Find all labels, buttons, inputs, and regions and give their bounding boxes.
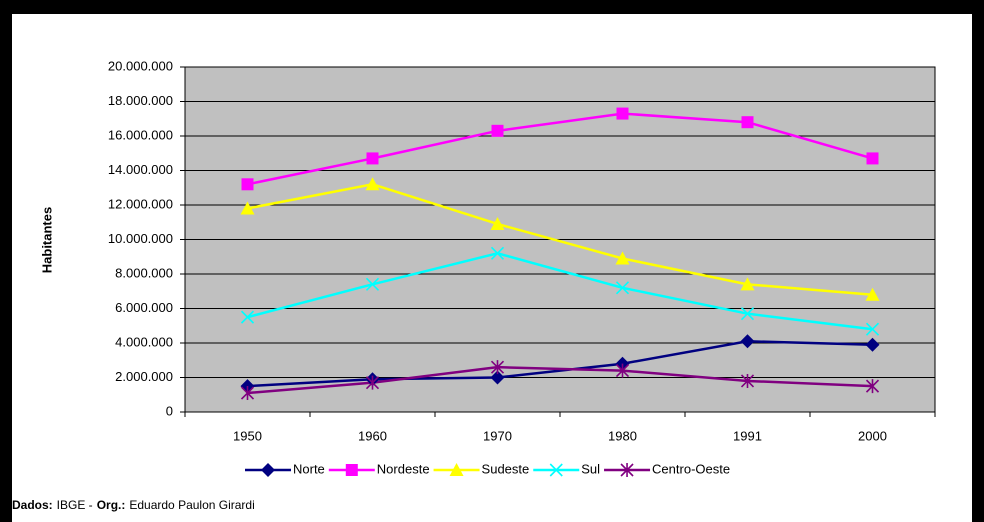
series-marker — [740, 307, 755, 321]
series-marker — [615, 281, 630, 295]
legend-label: Norte — [293, 461, 325, 476]
series-marker — [490, 216, 505, 230]
legend-marker — [549, 463, 563, 477]
series-marker — [615, 251, 630, 265]
y-tick-label: 14.000.000 — [108, 162, 173, 177]
series-marker — [865, 287, 880, 301]
legend-label: Sul — [581, 461, 600, 476]
y-tick-label: 8.000.000 — [115, 265, 173, 280]
y-tick-label: 6.000.000 — [115, 300, 173, 315]
series-marker — [865, 379, 880, 394]
y-tick-label: 18.000.000 — [108, 93, 173, 108]
legend-marker — [620, 463, 634, 477]
series-marker — [365, 277, 380, 291]
series-marker — [490, 246, 505, 260]
series-marker — [365, 375, 380, 390]
legend-label: Centro-Oeste — [652, 461, 730, 476]
y-tick-label: 0 — [166, 403, 173, 418]
legend-label: Nordeste — [377, 461, 430, 476]
series-marker — [866, 152, 879, 165]
x-tick-label: 1980 — [608, 428, 637, 443]
series-marker — [741, 116, 754, 129]
y-tick-label: 4.000.000 — [115, 334, 173, 349]
y-tick-label: 20.000.000 — [108, 58, 173, 73]
x-tick-label: 1991 — [733, 428, 762, 443]
y-axis-label: Habitantes — [39, 207, 54, 273]
series-line — [247, 340, 873, 388]
y-tick-label: 10.000.000 — [108, 231, 173, 246]
series-line — [247, 183, 873, 296]
series-line — [247, 365, 873, 395]
series-marker — [365, 177, 380, 191]
source-part: Dados: — [12, 498, 53, 512]
source-part: Org.: — [97, 498, 126, 512]
legend-marker — [345, 464, 358, 476]
source-part: IBGE - — [57, 498, 93, 512]
series-marker — [240, 310, 255, 324]
legend-marker — [261, 463, 275, 477]
series-line — [247, 112, 873, 186]
series-marker — [491, 124, 504, 137]
series-marker — [240, 386, 255, 401]
series-marker — [865, 322, 880, 336]
series-marker — [366, 152, 379, 165]
y-tick-label: 16.000.000 — [108, 127, 173, 142]
legend-label: Sudeste — [482, 461, 530, 476]
series-marker — [490, 370, 505, 385]
x-tick-label: 1960 — [358, 428, 387, 443]
y-tick-label: 2.000.000 — [115, 369, 173, 384]
source-note: Dados: IBGE - Org.: Eduardo Paulon Girardi — [12, 498, 255, 512]
x-tick-label: 1970 — [483, 428, 512, 443]
series-line — [247, 252, 873, 331]
series-marker — [615, 363, 630, 378]
x-tick-label: 1950 — [233, 428, 262, 443]
series-marker — [740, 373, 755, 388]
legend-marker — [449, 463, 464, 476]
series-marker — [490, 360, 505, 375]
x-tick-label: 2000 — [858, 428, 887, 443]
series-marker — [241, 178, 254, 191]
series-marker — [616, 107, 629, 120]
y-tick-label: 12.000.000 — [108, 196, 173, 211]
series-marker — [740, 277, 755, 291]
series-marker — [865, 337, 880, 352]
series-marker — [740, 334, 755, 349]
series-marker — [240, 201, 255, 215]
legend: Norte Nordeste Sudeste Sul Centro-Oeste — [245, 461, 730, 477]
source-part: Eduardo Paulon Girardi — [129, 498, 254, 512]
